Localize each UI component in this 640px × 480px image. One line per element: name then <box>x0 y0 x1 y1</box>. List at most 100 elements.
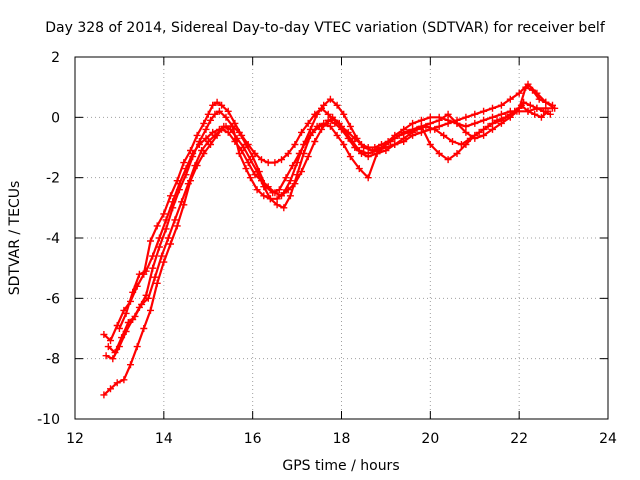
x-tick-label: 22 <box>510 431 528 447</box>
data-point <box>298 168 305 176</box>
data-point <box>444 156 452 164</box>
data-point <box>444 110 452 118</box>
data-point <box>164 234 172 242</box>
data-point <box>167 192 174 200</box>
data-point <box>489 113 496 121</box>
data-point <box>286 192 294 200</box>
data-point <box>135 270 143 278</box>
data-point <box>524 107 532 115</box>
data-point <box>333 101 341 109</box>
data-point <box>360 144 368 151</box>
data-point <box>284 186 292 194</box>
data-point <box>480 125 488 133</box>
data-point <box>202 134 210 142</box>
data-point <box>304 119 312 127</box>
data-point <box>147 237 154 245</box>
data-point <box>160 210 168 218</box>
data-point <box>273 201 281 209</box>
data-point <box>260 192 268 200</box>
data-point <box>489 104 496 112</box>
data-point <box>278 156 285 164</box>
data-point <box>295 150 303 157</box>
data-point <box>335 119 343 127</box>
data-point <box>355 165 363 173</box>
data-point <box>542 98 550 106</box>
data-point <box>364 174 372 182</box>
data-point <box>409 119 417 127</box>
data-point <box>311 138 319 145</box>
series-trace-c <box>100 98 554 399</box>
data-point <box>235 128 243 136</box>
data-point <box>449 138 456 145</box>
y-axis-label: SDTVAR / TECUs <box>7 181 23 296</box>
data-point <box>244 159 252 167</box>
series-line <box>107 86 553 354</box>
data-point <box>480 107 488 115</box>
data-point <box>224 107 232 115</box>
data-point <box>546 110 554 118</box>
data-point <box>149 252 157 260</box>
data-point <box>173 222 181 230</box>
data-point <box>286 177 294 185</box>
data-point <box>471 131 479 139</box>
data-point <box>526 101 534 109</box>
data-point <box>497 116 505 124</box>
data-point <box>155 234 163 242</box>
data-point <box>253 186 261 194</box>
data-point <box>278 192 285 200</box>
data-point <box>200 119 208 127</box>
x-tick-label: 14 <box>155 431 173 447</box>
data-point <box>353 134 361 142</box>
data-point <box>340 110 348 118</box>
data-point <box>453 116 461 124</box>
data-point <box>444 119 452 127</box>
data-point <box>417 128 425 136</box>
data-point <box>426 125 434 133</box>
data-point <box>213 98 221 106</box>
data-point <box>211 110 219 118</box>
data-point <box>391 141 399 148</box>
x-tick-label: 12 <box>66 431 84 447</box>
data-point <box>138 300 146 308</box>
data-point <box>249 153 257 161</box>
data-point <box>533 89 541 97</box>
data-point <box>189 150 197 157</box>
data-point <box>298 128 305 136</box>
y-tick-label: 2 <box>51 50 60 66</box>
data-point <box>158 252 166 260</box>
x-tick-label: 16 <box>244 431 262 447</box>
data-point <box>326 95 334 103</box>
data-point <box>149 264 157 272</box>
data-point <box>144 294 152 302</box>
data-point <box>218 101 226 109</box>
data-point <box>271 159 279 167</box>
data-point <box>320 101 328 109</box>
data-point <box>497 110 505 118</box>
data-point <box>506 110 514 118</box>
data-point <box>118 334 126 342</box>
data-point <box>153 222 161 230</box>
data-point <box>515 104 523 112</box>
y-tick-label: -6 <box>46 291 60 307</box>
data-point <box>175 180 183 188</box>
data-point <box>104 343 112 351</box>
data-point <box>524 80 532 88</box>
data-point <box>202 125 210 133</box>
data-point <box>131 312 139 320</box>
data-point <box>120 376 128 384</box>
data-point <box>282 174 290 182</box>
series-line <box>103 101 553 342</box>
data-point <box>462 113 470 121</box>
y-tick-label: -8 <box>46 352 60 368</box>
data-point <box>551 104 559 112</box>
data-point <box>107 337 114 345</box>
data-point <box>426 113 434 121</box>
data-point <box>280 204 288 212</box>
data-point <box>167 240 174 248</box>
data-point <box>355 147 363 154</box>
data-point <box>147 306 154 314</box>
data-point <box>462 141 470 148</box>
data-point <box>315 122 323 130</box>
data-point <box>133 343 141 351</box>
data-point <box>100 331 108 338</box>
